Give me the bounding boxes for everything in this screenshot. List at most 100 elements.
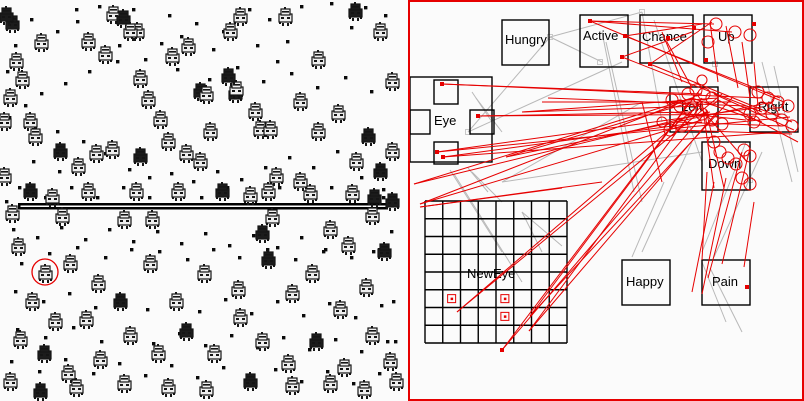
creature-sprite[interactable] bbox=[89, 144, 104, 163]
brain-inspector-panel[interactable]: Hungry Active Chance Up Eye Left Right Down Happ… bbox=[408, 0, 804, 401]
creature-sprite[interactable] bbox=[23, 112, 38, 131]
creature-sprite[interactable] bbox=[63, 254, 78, 273]
neuron-node-hungry[interactable]: Hungry bbox=[501, 19, 550, 66]
creature-sprite[interactable] bbox=[145, 210, 160, 229]
neuron-node-happy[interactable]: Happy bbox=[621, 259, 671, 306]
creature-sprite[interactable] bbox=[161, 378, 176, 397]
synapse-circle[interactable] bbox=[743, 107, 757, 121]
creature-sprite[interactable] bbox=[179, 322, 194, 341]
creature-sprite[interactable] bbox=[3, 88, 18, 107]
creature-sprite[interactable] bbox=[255, 224, 270, 243]
eye-subcell[interactable] bbox=[433, 79, 459, 105]
creature-sprite[interactable] bbox=[333, 300, 348, 319]
creature-sprite[interactable] bbox=[11, 237, 26, 256]
creature-sprite[interactable] bbox=[33, 382, 48, 401]
neuron-box[interactable] bbox=[749, 86, 799, 133]
creature-sprite[interactable] bbox=[98, 45, 113, 64]
creature-sprite[interactable] bbox=[23, 182, 38, 201]
synapse-circle[interactable] bbox=[775, 113, 789, 127]
neuron-node-pain[interactable]: Pain bbox=[701, 259, 751, 306]
synapse-circle[interactable] bbox=[785, 119, 799, 133]
creature-sprite[interactable] bbox=[231, 280, 246, 299]
creature-sprite[interactable] bbox=[71, 157, 86, 176]
creature-sprite[interactable] bbox=[323, 220, 338, 239]
creature-sprite[interactable] bbox=[248, 102, 263, 121]
creature-sprite[interactable] bbox=[253, 120, 268, 139]
creature-sprite[interactable] bbox=[233, 7, 248, 26]
synapse-circle[interactable] bbox=[675, 119, 689, 133]
creature-sprite[interactable] bbox=[323, 374, 338, 393]
creature-sprite[interactable] bbox=[341, 236, 356, 255]
creature-sprite[interactable] bbox=[223, 22, 238, 41]
synapse-circle[interactable] bbox=[709, 17, 723, 31]
creature-sprite[interactable] bbox=[203, 122, 218, 141]
creature-sprite[interactable] bbox=[385, 192, 400, 211]
creature-sprite[interactable] bbox=[151, 344, 166, 363]
creature-sprite[interactable] bbox=[113, 292, 128, 311]
creature-sprite[interactable] bbox=[265, 208, 280, 227]
creature-sprite[interactable] bbox=[45, 188, 60, 207]
creature-sprite[interactable] bbox=[345, 184, 360, 203]
creature-sprite[interactable] bbox=[81, 32, 96, 51]
creature-sprite[interactable] bbox=[373, 22, 388, 41]
creature-sprite[interactable] bbox=[153, 110, 168, 129]
synapse-circle[interactable] bbox=[695, 107, 709, 121]
synapse-circle[interactable] bbox=[689, 83, 703, 97]
creature-sprite[interactable] bbox=[311, 50, 326, 69]
neuron-node-up[interactable]: Up bbox=[703, 14, 753, 64]
creature-sprite[interactable] bbox=[293, 172, 308, 191]
new-eye-active-cell[interactable] bbox=[500, 311, 510, 321]
creature-sprite[interactable] bbox=[55, 207, 70, 226]
synapse-marker-group[interactable] bbox=[435, 17, 802, 352]
creature-sprite[interactable] bbox=[278, 7, 293, 26]
world-view-panel[interactable] bbox=[0, 0, 408, 401]
synapse-circle[interactable] bbox=[707, 135, 721, 149]
creature-sprite[interactable] bbox=[243, 372, 258, 391]
synapse-circle[interactable] bbox=[743, 28, 757, 42]
creature-sprite[interactable] bbox=[61, 364, 76, 383]
creature-sprite[interactable] bbox=[293, 92, 308, 111]
neuron-node-eye[interactable]: Eye bbox=[410, 76, 493, 163]
creature-sprite[interactable] bbox=[179, 144, 194, 163]
synapse-circle[interactable] bbox=[656, 116, 668, 128]
creature-sprite[interactable] bbox=[389, 372, 404, 391]
creature-sprite[interactable] bbox=[337, 358, 352, 377]
creature-sprite[interactable] bbox=[53, 142, 68, 161]
creature-sprite[interactable] bbox=[48, 312, 63, 331]
eye-subcell-group[interactable] bbox=[410, 79, 495, 165]
synapse-circle[interactable] bbox=[715, 117, 729, 131]
creature-sprite[interactable] bbox=[117, 374, 132, 393]
creature-sprite[interactable] bbox=[261, 182, 276, 201]
creature-sprite[interactable] bbox=[361, 127, 376, 146]
new-eye-active-cell[interactable] bbox=[447, 294, 457, 304]
synapse-circle[interactable] bbox=[781, 99, 795, 113]
creature-sprite[interactable] bbox=[221, 67, 236, 86]
creature-sprite[interactable] bbox=[143, 254, 158, 273]
creature-sprite[interactable] bbox=[28, 127, 43, 146]
creature-sprite[interactable] bbox=[207, 344, 222, 363]
creature-sprite[interactable] bbox=[269, 167, 284, 186]
creature-sprite[interactable] bbox=[365, 206, 380, 225]
synapse-circle[interactable] bbox=[705, 91, 719, 105]
synapse-circle[interactable] bbox=[696, 74, 708, 86]
creature-sprite[interactable] bbox=[5, 204, 20, 223]
neuron-box[interactable] bbox=[701, 141, 751, 191]
creature-sprite[interactable] bbox=[255, 332, 270, 351]
creature-sprite[interactable] bbox=[181, 37, 196, 56]
creature-sprite[interactable] bbox=[133, 147, 148, 166]
creature-sprite[interactable] bbox=[161, 132, 176, 151]
selected-creature-highlight[interactable] bbox=[31, 258, 59, 286]
creature-sprite[interactable] bbox=[15, 70, 30, 89]
synapse-circle[interactable] bbox=[663, 123, 677, 137]
creature-sprite[interactable] bbox=[373, 162, 388, 181]
eye-subcell[interactable] bbox=[469, 109, 495, 135]
synapse-circle[interactable] bbox=[728, 25, 742, 39]
world-canvas[interactable] bbox=[0, 0, 408, 401]
creature-group[interactable] bbox=[0, 2, 404, 401]
neuron-box[interactable] bbox=[410, 76, 493, 163]
creature-sprite[interactable] bbox=[105, 140, 120, 159]
synapse-circle[interactable] bbox=[683, 103, 697, 117]
eye-subcell[interactable] bbox=[433, 141, 459, 165]
creature-sprite[interactable] bbox=[37, 344, 52, 363]
